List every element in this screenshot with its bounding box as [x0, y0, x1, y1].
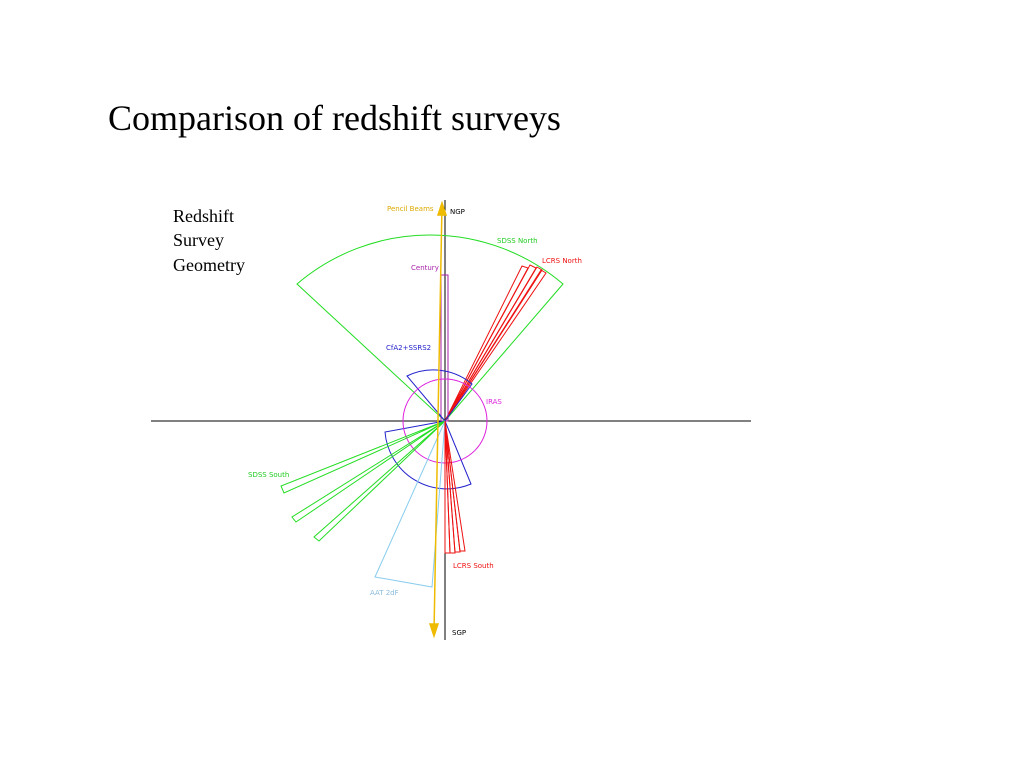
cfa2-north: [406, 369, 473, 422]
label: LCRS North: [542, 257, 582, 265]
label: NGP: [450, 208, 465, 216]
label: SDSS South: [248, 471, 289, 479]
survey-diagram: [151, 200, 751, 640]
sdss-north: [296, 234, 564, 422]
label: SDSS North: [497, 237, 538, 245]
aat-2df: [374, 420, 446, 588]
label: CfA2+SSRS2: [386, 344, 431, 352]
sdss-south: [280, 420, 446, 542]
heading-line: Survey: [173, 230, 224, 250]
label: SGP: [452, 629, 466, 637]
lcrs-north: [444, 264, 547, 422]
label: IRAS: [486, 398, 502, 406]
heading-line: Geometry: [173, 255, 245, 275]
cfa2-south: [384, 420, 472, 490]
label: LCRS South: [453, 562, 494, 570]
label: AAT 2dF: [370, 589, 399, 597]
label: Pencil Beams: [387, 205, 434, 213]
slide-title: Comparison of redshift surveys: [108, 98, 561, 138]
lcrs-south: [444, 420, 466, 554]
heading-line: Redshift: [173, 206, 234, 226]
label: Century: [411, 264, 439, 272]
pencil-beams: [428, 200, 448, 639]
